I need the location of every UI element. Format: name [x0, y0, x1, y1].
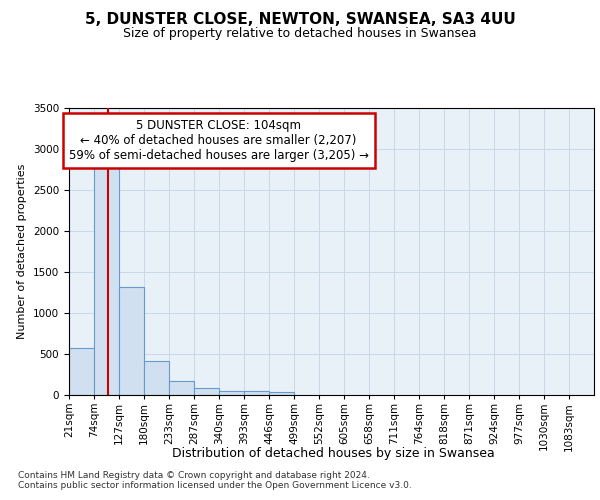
Bar	[219, 391, 244, 395]
Text: 5 DUNSTER CLOSE: 104sqm
← 40% of detached houses are smaller (2,207)
59% of semi: 5 DUNSTER CLOSE: 104sqm ← 40% of detache…	[68, 119, 368, 162]
Bar	[194, 388, 219, 395]
Text: Distribution of detached houses by size in Swansea: Distribution of detached houses by size …	[172, 448, 494, 460]
Bar	[119, 286, 144, 395]
Y-axis label: Number of detached properties: Number of detached properties	[17, 164, 28, 339]
Bar	[169, 380, 194, 395]
Bar	[244, 392, 269, 395]
Bar	[94, 157, 119, 395]
Text: Contains HM Land Registry data © Crown copyright and database right 2024.
Contai: Contains HM Land Registry data © Crown c…	[18, 470, 412, 490]
Text: 5, DUNSTER CLOSE, NEWTON, SWANSEA, SA3 4UU: 5, DUNSTER CLOSE, NEWTON, SWANSEA, SA3 4…	[85, 12, 515, 28]
Bar	[69, 348, 94, 395]
Bar	[144, 360, 169, 395]
Bar	[269, 392, 294, 395]
Text: Size of property relative to detached houses in Swansea: Size of property relative to detached ho…	[123, 28, 477, 40]
